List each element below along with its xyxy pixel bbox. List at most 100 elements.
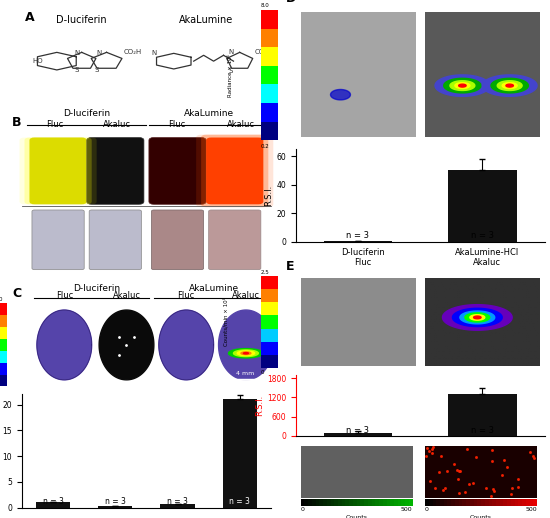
Bar — [518, 499, 522, 507]
Bar — [261, 122, 278, 140]
Bar — [261, 290, 278, 303]
Bar — [375, 499, 379, 507]
Bar — [353, 499, 356, 507]
Text: n = 3: n = 3 — [229, 497, 250, 506]
Text: S: S — [228, 68, 233, 74]
Bar — [312, 499, 316, 507]
Bar — [301, 499, 304, 507]
Polygon shape — [237, 351, 255, 355]
Polygon shape — [482, 75, 537, 96]
Text: S: S — [94, 67, 98, 73]
Text: 2.5: 2.5 — [261, 269, 270, 275]
Polygon shape — [159, 310, 213, 380]
Bar — [496, 499, 500, 507]
Polygon shape — [497, 81, 522, 91]
Text: n = 3: n = 3 — [471, 231, 494, 240]
Text: D: D — [286, 0, 296, 5]
Bar — [394, 499, 398, 507]
FancyBboxPatch shape — [89, 210, 141, 270]
Bar — [534, 499, 537, 507]
FancyBboxPatch shape — [30, 137, 87, 204]
Polygon shape — [491, 78, 529, 93]
Bar — [98, 506, 133, 508]
Bar — [432, 499, 436, 507]
Text: B: B — [12, 116, 21, 129]
Bar — [223, 399, 257, 508]
FancyBboxPatch shape — [208, 210, 261, 270]
Bar — [455, 499, 459, 507]
Polygon shape — [331, 90, 350, 100]
Y-axis label: R.S.I.: R.S.I. — [255, 395, 264, 416]
Bar — [161, 504, 195, 508]
Bar — [511, 499, 515, 507]
Bar — [320, 499, 323, 507]
Bar — [466, 499, 470, 507]
Text: N: N — [228, 49, 234, 55]
Bar — [503, 499, 507, 507]
Polygon shape — [470, 315, 485, 320]
Text: AkaLumine: AkaLumine — [179, 15, 233, 25]
Text: Fluc: Fluc — [168, 120, 185, 129]
Bar — [327, 499, 331, 507]
FancyBboxPatch shape — [206, 137, 263, 204]
Polygon shape — [37, 310, 92, 380]
Polygon shape — [234, 350, 258, 356]
Polygon shape — [455, 83, 470, 89]
Bar — [448, 499, 451, 507]
Bar — [0, 304, 7, 315]
Bar — [470, 499, 474, 507]
Text: 0: 0 — [261, 370, 265, 376]
Text: BL: BL — [0, 166, 9, 175]
Bar — [261, 276, 278, 290]
Text: Akaluc: Akaluc — [113, 291, 140, 300]
Text: 8.0: 8.0 — [261, 3, 270, 8]
Bar — [334, 499, 338, 507]
Text: D-luciferin: D-luciferin — [73, 284, 120, 293]
Text: N: N — [97, 50, 102, 56]
FancyBboxPatch shape — [25, 137, 92, 204]
Text: AkaLumine: AkaLumine — [189, 284, 239, 293]
Text: D-luciferin: D-luciferin — [57, 15, 107, 25]
Bar — [324, 433, 392, 436]
Bar — [448, 394, 516, 436]
Bar — [405, 499, 409, 507]
Bar — [425, 499, 429, 507]
Bar — [477, 499, 481, 507]
Bar — [261, 303, 278, 315]
Text: n = 3: n = 3 — [43, 497, 64, 506]
Polygon shape — [465, 313, 490, 322]
Text: BF: BF — [0, 237, 9, 246]
Bar — [459, 499, 463, 507]
Bar — [0, 351, 7, 363]
Text: CO₂H: CO₂H — [255, 49, 273, 55]
Bar — [398, 499, 402, 507]
Bar — [261, 48, 278, 66]
Text: n = 3: n = 3 — [105, 497, 126, 506]
Bar — [522, 499, 526, 507]
Text: N: N — [151, 50, 157, 56]
Polygon shape — [453, 308, 502, 326]
Polygon shape — [506, 84, 513, 87]
Bar — [379, 499, 383, 507]
FancyBboxPatch shape — [19, 137, 97, 204]
Polygon shape — [228, 349, 263, 358]
Bar — [409, 499, 412, 507]
Polygon shape — [218, 310, 273, 380]
Text: Fluc: Fluc — [56, 291, 73, 300]
Bar — [372, 499, 375, 507]
Bar — [444, 499, 448, 507]
Text: n = 3: n = 3 — [167, 497, 188, 506]
Bar — [507, 499, 511, 507]
Bar — [261, 66, 278, 84]
Text: AkaLumine-HCl
Akaluc: AkaLumine-HCl Akaluc — [455, 248, 519, 267]
Y-axis label: R.S.I.: R.S.I. — [265, 185, 273, 206]
Text: N: N — [74, 50, 80, 56]
Polygon shape — [459, 84, 466, 87]
Bar — [349, 499, 353, 507]
Bar — [261, 10, 278, 29]
Text: Akaluc: Akaluc — [227, 120, 255, 129]
Bar — [0, 327, 7, 339]
Bar — [436, 499, 440, 507]
Bar — [440, 499, 444, 507]
Polygon shape — [450, 81, 475, 91]
